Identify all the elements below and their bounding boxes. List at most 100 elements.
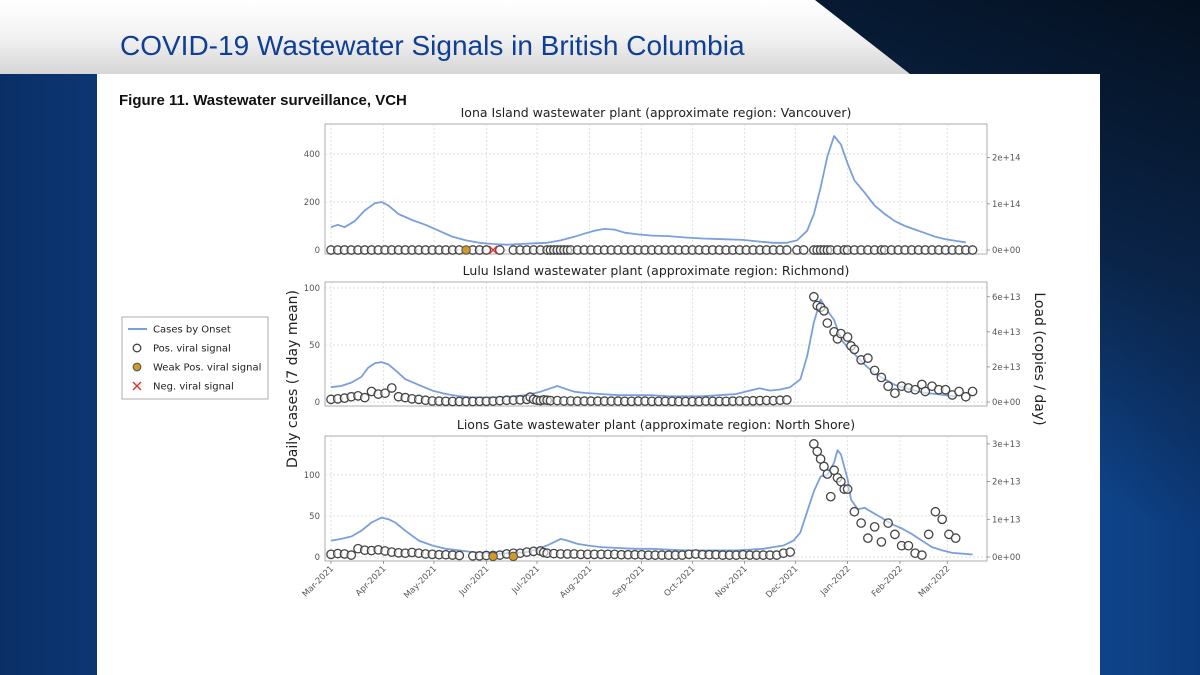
pos-signal-point	[842, 484, 853, 494]
pos-signal-point	[842, 332, 853, 342]
y2-tick-label: 2e+13	[992, 478, 1021, 488]
pos-signal-point	[380, 388, 390, 399]
legend-neg-swatch	[132, 381, 142, 391]
y-tick-label: 50	[309, 341, 320, 351]
panel-3: Lions Gate wastewater plant (approximate…	[301, 417, 1021, 601]
weak-pos-signal-point	[508, 551, 519, 562]
pos-signal-point	[869, 521, 880, 532]
pos-signal-point	[798, 245, 809, 255]
cases-by-onset-line	[330, 135, 966, 246]
pos-signal-point	[849, 506, 860, 517]
pos-signal-point	[454, 550, 465, 561]
pos-signal-point	[781, 245, 792, 255]
y2-tick-label: 3e+13	[992, 440, 1021, 450]
x-tick-label: Sep-2021	[611, 564, 647, 600]
x-tick-label: Jan-2022	[818, 564, 853, 599]
y-tick-label: 0	[315, 246, 320, 256]
pos-signal-point	[785, 547, 796, 557]
wastewater-chart: Figure 11. Wastewater surveillance, VCH …	[119, 92, 1047, 601]
panel-frame	[324, 281, 988, 407]
x-tick-label: Mar-2021	[301, 564, 336, 599]
pos-signal-point	[863, 533, 873, 543]
y-tick-label: 100	[304, 284, 320, 294]
pos-signal-point	[923, 529, 934, 540]
neg-signal-point	[488, 245, 498, 255]
pos-signal-point	[876, 372, 887, 383]
legend-label: Weak Pos. viral signal	[153, 363, 261, 374]
pos-signal-point	[917, 550, 927, 560]
legend-item: Weak Pos. viral signal	[132, 363, 261, 374]
pos-signal-point	[346, 550, 357, 560]
y-tick-label: 400	[304, 150, 320, 160]
y-tick-label: 0	[315, 553, 320, 563]
pos-signal-point	[920, 386, 931, 397]
y-axis-title-left: Daily cases (7 day mean)	[285, 290, 301, 468]
pos-signal-point	[359, 392, 370, 403]
pos-signal-point	[822, 318, 833, 328]
y2-tick-label: 2e+14	[992, 154, 1021, 164]
x-tick-label: Oct-2021	[662, 564, 697, 599]
y2-tick-label: 2e+13	[992, 363, 1021, 373]
pos-signal-point	[876, 537, 887, 547]
pos-signal-point	[825, 491, 836, 502]
y2-tick-label: 4e+13	[992, 328, 1021, 338]
pos-signal-point	[494, 245, 505, 255]
weak-pos-signal-point	[461, 245, 471, 255]
x-tick-label: Jul-2021	[510, 564, 543, 597]
pos-signal-point	[903, 540, 914, 551]
legend-label: Pos. viral signal	[153, 344, 231, 355]
pos-signal-point	[950, 533, 961, 543]
pos-signal-point	[890, 388, 900, 399]
y-tick-label: 50	[309, 512, 320, 522]
y2-tick-label: 1e+13	[992, 515, 1021, 525]
pos-signal-point	[937, 514, 948, 525]
legend: Cases by Onset Pos. viral signal Weak Pos.…	[121, 316, 269, 400]
pos-signal-point	[954, 386, 964, 397]
pos-signal-point	[781, 395, 792, 405]
y2-tick-label: 0e+00	[992, 246, 1021, 256]
x-tick-label: Dec-2021	[764, 564, 800, 600]
panel-frame	[324, 123, 988, 255]
x-tick-label: Feb-2022	[870, 564, 905, 599]
panel-title: Lions Gate wastewater plant (approximate…	[457, 417, 855, 432]
pos-signal-point	[960, 391, 971, 402]
weak-pos-signal-point	[488, 551, 498, 562]
figure-card: Figure 11. Wastewater surveillance, VCH …	[97, 74, 1100, 675]
pos-signal-point	[481, 245, 492, 255]
legend-label: Cases by Onset	[153, 325, 231, 336]
legend-pos-swatch	[132, 343, 142, 353]
panel-1: Iona Island wastewater plant (approximat…	[304, 105, 1021, 256]
y2-tick-label: 6e+13	[992, 293, 1021, 303]
y2-tick-label: 0e+00	[992, 398, 1021, 408]
legend-label: Neg. viral signal	[153, 382, 234, 393]
y2-tick-label: 1e+14	[992, 200, 1021, 210]
page-title: COVID-19 Wastewater Signals in British C…	[120, 30, 745, 61]
x-tick-label: Nov-2021	[714, 564, 750, 600]
legend-item: Neg. viral signal	[132, 381, 234, 393]
x-tick-label: Aug-2021	[558, 564, 594, 600]
pos-signal-point	[856, 518, 866, 528]
pos-signal-point	[863, 353, 873, 364]
pos-signal-point	[967, 386, 978, 397]
x-tick-label: Jun-2021	[457, 564, 492, 599]
y-tick-label: 0	[315, 398, 320, 408]
y2-tick-label: 0e+00	[992, 553, 1021, 563]
legend-item: Cases by Onset	[128, 325, 231, 336]
panel-2: Lulu Island wastewater plant (approximat…	[304, 263, 1021, 408]
pos-signal-point	[869, 365, 880, 376]
pos-signal-point	[883, 381, 893, 392]
pos-signal-point	[849, 344, 860, 355]
legend-box	[121, 316, 269, 400]
panel-frame	[324, 435, 988, 562]
pos-signal-point	[930, 506, 941, 517]
pos-signal-point	[386, 383, 397, 393]
pos-signal-point	[819, 305, 829, 316]
y-axis-title-right: Load (copies / day)	[1031, 292, 1047, 425]
panel-title: Lulu Island wastewater plant (approximat…	[463, 263, 850, 278]
x-tick-label: May-2021	[402, 564, 439, 601]
pos-signal-point	[809, 291, 819, 302]
pos-signal-point	[890, 529, 900, 540]
pos-signal-point	[910, 384, 921, 395]
y-tick-label: 200	[304, 198, 320, 208]
title-banner	[0, 0, 910, 74]
